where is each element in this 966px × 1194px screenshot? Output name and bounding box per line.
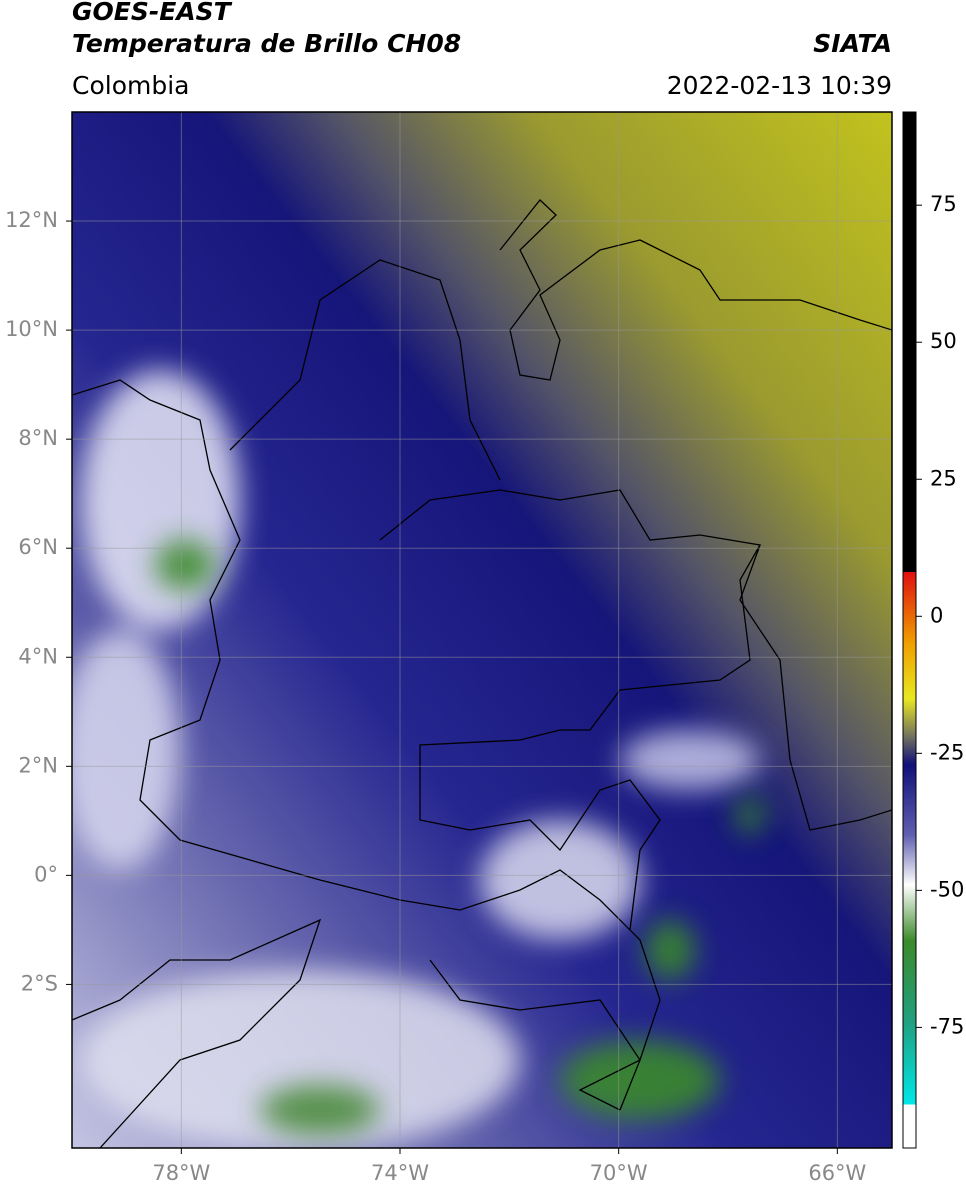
y-tick-label: 2°N [18, 753, 58, 777]
colorbar-tick-label: 75 [930, 192, 957, 216]
graticule [72, 112, 892, 1148]
y-tick-label: 12°N [5, 208, 58, 232]
colorbar-tick-label: -50 [930, 877, 964, 901]
x-tick-label: 74°W [371, 1161, 429, 1185]
title: GOES-EAST [72, 0, 233, 26]
source: SIATA [813, 29, 892, 58]
colorbar-ticks: 75 50 25 0 -25 -50 -75 [916, 192, 964, 1038]
map-image [72, 112, 892, 1148]
subtitle: Temperatura de Brillo CH08 [72, 29, 461, 58]
colorbar-tick-label: -25 [930, 740, 964, 764]
colorbar-tick-label: 25 [930, 466, 957, 490]
x-tick-label: 66°W [808, 1161, 866, 1185]
region: Colombia [72, 71, 189, 100]
y-tick-label: 6°N [18, 535, 58, 559]
datetime: 2022-02-13 10:39 [667, 71, 892, 100]
y-tick-label: 8°N [18, 426, 58, 450]
colorbar [902, 111, 917, 1149]
map-frame [71, 111, 893, 1149]
x-tick-label: 78°W [152, 1161, 210, 1185]
colorbar-tick-label: 50 [930, 329, 957, 353]
colorbar-tick-label: -75 [930, 1014, 964, 1038]
y-tick-label: 2°S [21, 971, 58, 995]
y-tick-label: 4°N [18, 644, 58, 668]
tick-labels: 78°W 74°W 70°W 66°W 12°N 10°N 8°N 6°N 4°N 2°N 0° 2°… [5, 208, 866, 1185]
y-tick-label: 10°N [5, 317, 58, 341]
y-tick-label: 0° [34, 862, 58, 886]
x-tick-label: 70°W [590, 1161, 648, 1185]
colorbar-tick-label: 0 [930, 603, 943, 627]
